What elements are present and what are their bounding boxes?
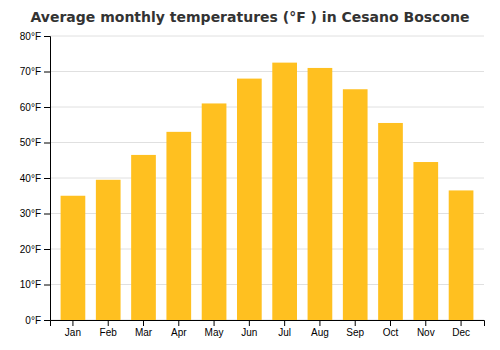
bar [378,123,403,320]
x-axis-line [51,321,485,327]
bar [61,196,86,320]
bar [308,68,333,320]
bar [237,79,262,320]
bar [202,103,227,320]
x-tick-label: Mar [135,327,153,338]
grid-line [50,71,484,72]
x-tick-mark [108,320,109,326]
y-tick: 30°F [20,208,50,219]
y-tick-mark [44,107,50,108]
x-axis: Jan Feb Mar Apr May Jun Jul Aug Sep Oct Nov Dec [51,320,485,338]
x-tick-mark [72,320,73,326]
bar [343,89,368,320]
y-tick-label: 70°F [20,66,41,77]
x-tick-mark [390,320,391,326]
y-tick-label: 20°F [20,244,41,255]
chart: 0°F 10°F 20°F 30°F 40°F 50°F 60°F 70°F 80°F Jan Fe… [0,0,500,350]
x-tick-label: Dec [452,327,470,338]
y-tick-mark [44,285,50,286]
bars [61,63,474,320]
bar [131,155,156,320]
y-tick-mark [44,143,50,144]
y-tick: 10°F [20,279,50,290]
y-tick-label: 30°F [20,208,41,219]
x-tick-mark [319,320,320,326]
y-tick: 0°F [25,315,50,326]
y-tick: 20°F [20,244,50,255]
grid-line [50,107,484,108]
y-tick: 60°F [20,102,50,113]
y-tick-mark [44,178,50,179]
y-tick: 80°F [20,31,50,42]
x-tick-mark [461,320,462,326]
x-tick: Jul [278,320,291,338]
bar [413,162,438,320]
x-tick-mark [249,320,250,326]
y-tick-label: 10°F [20,279,41,290]
y-tick-label: 60°F [20,102,41,113]
x-tick-label: Jul [278,327,291,338]
bar [166,132,191,320]
x-tick-mark [355,320,356,326]
x-tick-label: Sep [346,327,364,338]
x-tick: Nov [417,320,435,338]
y-tick: 50°F [20,137,50,148]
y-tick: 70°F [20,66,50,77]
x-tick-mark [178,320,179,326]
x-tick-mark [214,320,215,326]
y-tick-label: 40°F [20,173,41,184]
plot: 0°F 10°F 20°F 30°F 40°F 50°F 60°F 70°F 80°F Jan Fe… [20,31,485,338]
bar [272,63,297,320]
x-tick-mark [284,320,285,326]
y-tick: 40°F [20,173,50,184]
x-tick: Feb [100,320,118,338]
x-tick-label: May [205,327,224,338]
x-tick-label: Feb [100,327,118,338]
y-axis-line [44,37,51,321]
y-tick-label: 0°F [25,315,41,326]
x-tick-label: Nov [417,327,435,338]
x-tick: Mar [135,320,153,338]
x-tick-mark [143,320,144,326]
grid-line [50,142,484,143]
x-tick-mark [425,320,426,326]
y-tick-mark [44,249,50,250]
y-tick-label: 50°F [20,137,41,148]
x-tick-label: Jan [65,327,81,338]
bar [449,190,474,320]
grid-line [50,36,484,37]
y-tick-mark [44,214,50,215]
y-tick-mark [44,36,50,37]
x-tick-label: Oct [383,327,399,338]
x-tick: May [205,320,224,338]
x-tick: Jan [65,320,81,338]
grid [50,36,484,320]
x-tick: Oct [383,320,399,338]
x-tick-label: Apr [171,327,187,338]
title: Average monthly temperatures (°F ) in Ce… [31,9,470,25]
y-tick-mark [44,320,50,321]
x-tick: Sep [346,320,364,338]
x-tick: Apr [171,320,187,338]
x-tick: Aug [311,320,329,338]
y-tick-mark [44,72,50,73]
x-tick: Jun [241,320,257,338]
y-tick-label: 80°F [20,31,41,42]
x-tick-label: Jun [241,327,257,338]
y-axis: 0°F 10°F 20°F 30°F 40°F 50°F 60°F 70°F 80°F [20,31,51,326]
bar [96,180,121,320]
x-tick: Dec [452,320,470,338]
x-tick-label: Aug [311,327,329,338]
